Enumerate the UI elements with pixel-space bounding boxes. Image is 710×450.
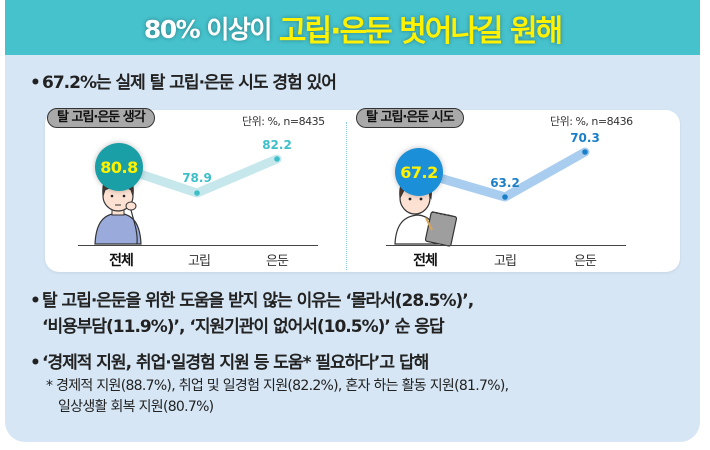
- bullet-dot-icon: •: [30, 291, 41, 311]
- bullet-text: 67.2%는 실제 탈 고립·은둔 시도 경험 있어: [42, 73, 337, 93]
- value-isolated-right: 63.2: [490, 176, 520, 190]
- bullet-dot-icon: •: [30, 73, 41, 93]
- headline-yellow: 고립·은둔 벗어나길 원해: [278, 13, 563, 49]
- value-reclusive-left: 82.2: [262, 138, 292, 152]
- bullet-text-cont: ‘비용부담(11.9%)’, ‘지원기관이 없어서(10.5%)’ 순 응답: [42, 317, 445, 337]
- unit-note-left: 단위: %, n=8435: [242, 115, 325, 128]
- chart-divider: [346, 122, 347, 270]
- footnote-line: * 경제적 지원(88.7%), 취업 및 일경험 지원(82.2%), 혼자 …: [46, 378, 509, 394]
- header-banner: 80% 이상이 고립·은둔 벗어나길 원해: [5, 0, 700, 55]
- xlabel-total-right: 전체: [413, 253, 438, 269]
- xlabel-total-left: 전체: [109, 253, 134, 269]
- headline-white: 80% 이상이: [143, 14, 273, 44]
- bullet-reasons: • 탈 고립·은둔을 위한 도움을 받지 않는 이유는 ‘몰라서(28.5%)’,…: [30, 288, 474, 340]
- total-bubble-right: 67.2: [395, 148, 443, 196]
- xlabel-isolated-left: 고립: [188, 254, 211, 269]
- x-axis-left: [78, 245, 318, 246]
- value-isolated-left: 78.9: [182, 171, 212, 185]
- footnote: * 경제적 지원(88.7%), 취업 및 일경험 지원(82.2%), 혼자 …: [46, 376, 509, 418]
- chart-title-thought: 탈 고립·은둔 생각: [47, 108, 155, 128]
- bullet-attempt: • 67.2%는 실제 탈 고립·은둔 시도 경험 있어: [30, 70, 337, 96]
- bullet-needs: • ‘경제적 지원, 취업·일경험 지원 등 도움* 필요하다’고 답해: [30, 350, 429, 376]
- bullet-dot-icon: •: [30, 353, 41, 373]
- chart-title-attempt: 탈 고립·은둔 시도: [356, 108, 464, 128]
- bullet-text: 탈 고립·은둔을 위한 도움을 받지 않는 이유는 ‘몰라서(28.5%)’,: [42, 291, 474, 311]
- xlabel-reclusive-right: 은둔: [574, 254, 597, 269]
- footnote-line: 일상생활 회복 지원(80.7%): [58, 399, 214, 415]
- total-bubble-left: 80.8: [95, 143, 143, 191]
- x-axis-right: [386, 245, 626, 246]
- xlabel-isolated-right: 고립: [494, 254, 517, 269]
- value-reclusive-right: 70.3: [570, 131, 600, 145]
- unit-note-right: 단위: %, n=8436: [550, 115, 633, 128]
- bullet-text: ‘경제적 지원, 취업·일경험 지원 등 도움* 필요하다’고 답해: [42, 353, 429, 373]
- xlabel-reclusive-left: 은둔: [266, 254, 289, 269]
